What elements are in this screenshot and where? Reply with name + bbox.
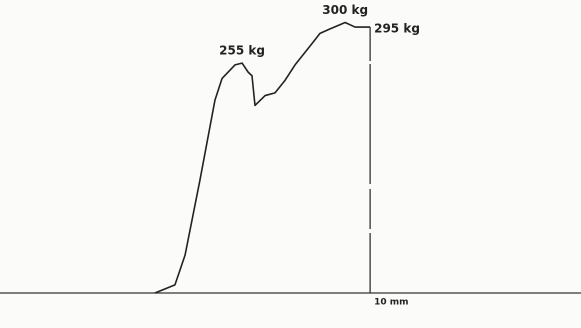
value-label: 300 kg [322,3,368,17]
value-label: 255 kg [219,44,265,58]
chart: 10 mm 255 kg 300 kg 295 kg [0,0,581,328]
x-tick-label: 10 mm [374,298,408,308]
value-label: 295 kg [374,22,420,36]
curve [155,23,370,293]
